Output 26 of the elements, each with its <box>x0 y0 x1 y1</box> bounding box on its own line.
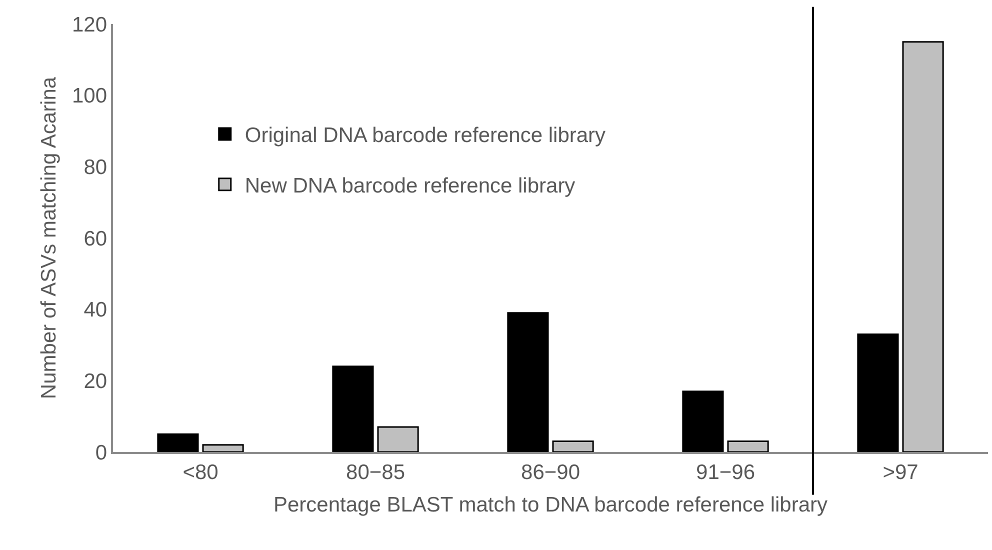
y-tick-label: 100 <box>72 84 108 108</box>
bar <box>332 366 374 452</box>
x-tick-label: 86−90 <box>521 460 580 484</box>
y-tick-label: 20 <box>84 370 108 394</box>
legend-label: Original DNA barcode reference library <box>244 124 606 148</box>
y-tick-label: 60 <box>84 227 108 250</box>
x-tick-label: <80 <box>182 460 218 484</box>
x-tick-label: >97 <box>882 460 918 484</box>
x-axis-title: Percentage BLAST match to DNA barcode reference library <box>273 494 828 517</box>
bar <box>857 334 899 452</box>
bar <box>507 312 549 452</box>
bar <box>727 440 769 452</box>
x-tick-label: 80−85 <box>346 460 405 484</box>
bar <box>157 433 199 452</box>
bar <box>682 390 724 452</box>
y-tick-label: 80 <box>84 156 108 180</box>
x-tick-label: 91−96 <box>696 460 755 484</box>
bar <box>902 41 944 452</box>
y-tick-label: 120 <box>72 13 108 36</box>
bar <box>202 444 244 452</box>
bar <box>377 426 419 452</box>
y-axis-title: Number of ASVs matching Acarina <box>38 76 61 400</box>
bar <box>552 440 594 452</box>
legend-label: New DNA barcode reference library <box>244 174 576 198</box>
y-tick-label: 40 <box>84 298 108 322</box>
y-tick-label: 0 <box>95 441 108 464</box>
